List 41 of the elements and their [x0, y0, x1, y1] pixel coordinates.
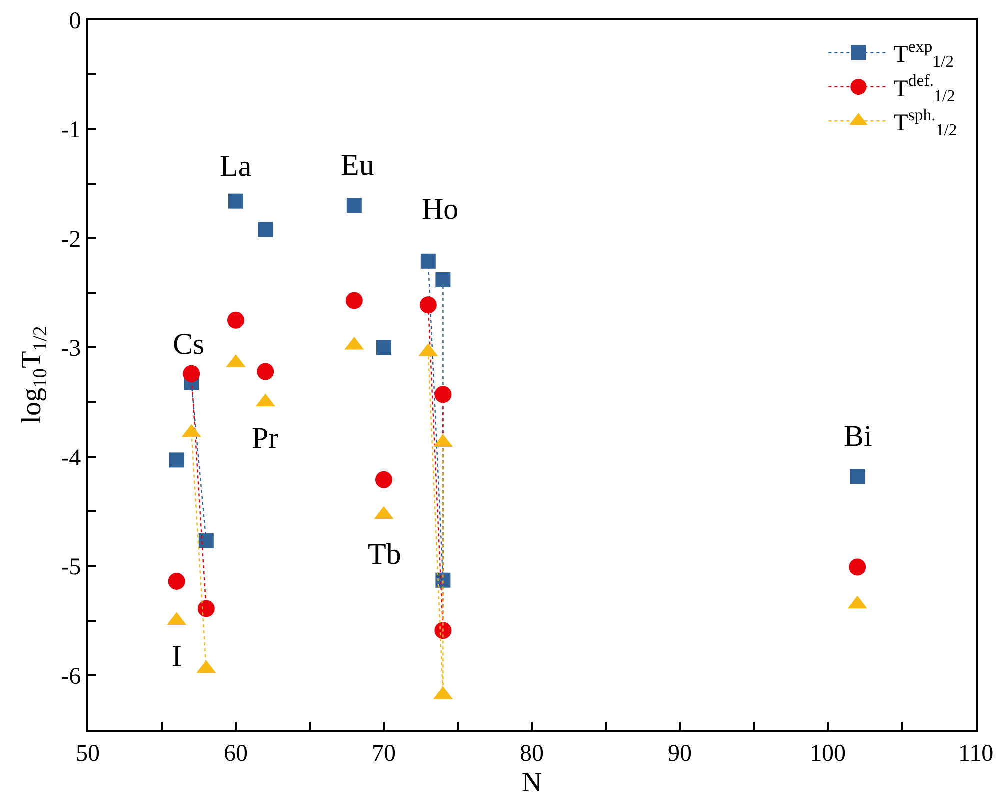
y-tick-label: -2	[61, 226, 82, 253]
point	[849, 558, 866, 576]
y-tick-label: -1	[61, 118, 82, 144]
x-tick-label: 80	[520, 740, 544, 767]
annotation: I	[172, 640, 182, 673]
x-tick-label: 100	[810, 740, 846, 767]
point	[850, 469, 866, 484]
point	[376, 471, 392, 488]
x-tick-label: 70	[372, 740, 396, 767]
annotation: La	[220, 150, 252, 183]
annotation: Tb	[368, 538, 402, 571]
annotation: Eu	[341, 149, 374, 182]
y-tick-label: -5	[61, 554, 82, 581]
point	[258, 222, 274, 238]
point	[346, 292, 363, 310]
point	[228, 194, 244, 209]
point	[376, 340, 392, 356]
point	[168, 572, 186, 590]
x-tick-label: 110	[958, 740, 994, 767]
point	[257, 363, 274, 380]
point	[436, 272, 451, 288]
point	[420, 296, 437, 314]
annotation: Pr	[252, 422, 279, 455]
point	[434, 622, 452, 640]
x-axis-title: N	[522, 767, 542, 798]
x-tick-label: 50	[76, 740, 100, 767]
y-tick-label: -4	[61, 445, 82, 472]
x-tick-label: 60	[224, 740, 248, 767]
y-tick-label: -3	[61, 336, 82, 362]
point	[183, 365, 200, 382]
x-tick-label: 90	[668, 740, 692, 767]
point	[228, 312, 244, 329]
point	[420, 254, 436, 269]
annotation: Ho	[422, 193, 459, 226]
y-tick-label: -6	[61, 664, 82, 690]
point	[434, 386, 452, 404]
point	[346, 198, 362, 214]
point	[169, 452, 184, 468]
y-tick-label: 0	[69, 8, 82, 34]
annotation: Cs	[173, 328, 205, 361]
annotation: Bi	[844, 420, 872, 453]
